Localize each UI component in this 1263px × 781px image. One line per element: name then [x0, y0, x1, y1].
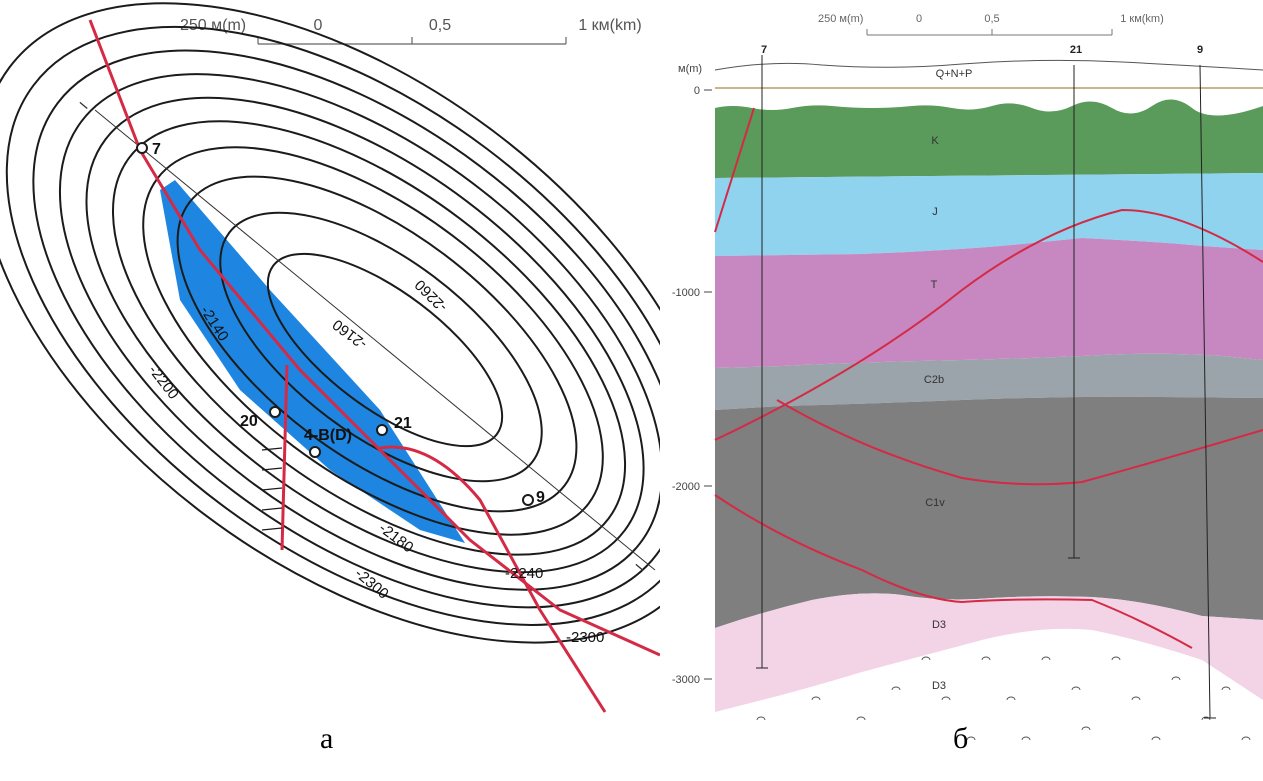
layer-T: [715, 238, 1263, 368]
depth-tick: -2000: [672, 481, 700, 493]
well-9-trace: [1199, 64, 1211, 719]
basement-pattern: [756, 656, 1251, 741]
depth-tick: 0: [694, 85, 700, 97]
main-fault: [88, 19, 660, 657]
secondary-fault: [379, 445, 607, 713]
section-well-21: 21: [1070, 44, 1082, 56]
strata: [714, 59, 1263, 712]
map-scale-prefix: 250 м(m): [180, 17, 246, 34]
contour-line: [111, 120, 627, 556]
map-caption: а: [320, 722, 334, 755]
map-scale-bar: 250 м(m) 0 0,5 1 км(km): [180, 17, 642, 45]
contour-label: -2260: [412, 276, 451, 315]
section-scale-bar: 250 м(m) 0 0,5 1 км(km): [818, 13, 1164, 36]
contour-line: [0, 2, 660, 644]
layer-K: [715, 99, 1263, 178]
layer-labels: Q+N+P K J T C2b C1v D3 D3: [924, 68, 972, 692]
map-scale-tick-05: 0,5: [429, 17, 451, 34]
section-scale-tick-05: 0,5: [984, 13, 999, 25]
contour-line: [58, 73, 660, 591]
profile-end-label: I: [76, 99, 91, 112]
well-9-marker: [522, 494, 534, 506]
fault-anticline: [714, 208, 1263, 441]
well-4b-marker: [309, 446, 321, 458]
fault-trough: [776, 399, 1263, 486]
profile-line: [94, 109, 656, 571]
structure-contours: [0, 2, 660, 644]
layer-label: T: [931, 279, 938, 291]
layer-D3-upper: [715, 593, 1263, 712]
map-wells: [136, 142, 534, 506]
cross-section-panel: 250 м(m) 0 0,5 1 км(km): [662, 0, 1263, 776]
well-21-label: 21: [394, 415, 412, 432]
section-caption: б: [953, 722, 969, 755]
structure-map-panel: 250 м(m) 0 0,5 1 км(km): [0, 2, 660, 755]
layer-C2b: [715, 353, 1263, 410]
layer-label: D3: [932, 680, 946, 692]
well-4b-label: 4-B(D): [304, 427, 352, 444]
depth-unit: м(m): [678, 63, 702, 75]
well-20-label: 20: [240, 413, 258, 430]
map-scale-tick-1: 1 км(km): [578, 17, 641, 34]
contour-label: -2160: [330, 316, 371, 353]
contour-line: [176, 175, 578, 513]
contour-line: [5, 25, 660, 626]
top-ground-line: [714, 59, 1263, 71]
contour-label: -2300: [566, 629, 604, 646]
layer-J: [715, 173, 1263, 256]
fault-hatching: [261, 447, 283, 531]
layer-label: K: [931, 135, 939, 147]
section-scale-prefix: 250 м(m): [818, 13, 863, 25]
depth-tick: -3000: [672, 674, 700, 686]
contour-line: [219, 211, 543, 483]
section-faults: [714, 107, 1263, 649]
well-7-label: 7: [152, 141, 161, 158]
cross-section: 250 м(m) 0 0,5 1 км(km): [672, 13, 1263, 741]
contour-line: [266, 252, 504, 448]
section-wells: [756, 55, 1216, 719]
contour-label: -2200: [145, 362, 182, 403]
section-well-9: 9: [1197, 44, 1203, 56]
layer-label: C1v: [925, 497, 945, 509]
layer-C1v: [715, 396, 1263, 628]
fault-left: [714, 107, 755, 233]
layer-label: J: [932, 206, 938, 218]
depth-axis: м(m) 0 -1000 -2000 -3000: [672, 63, 712, 686]
layer-label: D3: [932, 619, 946, 631]
well-21-marker: [376, 424, 388, 436]
well-9-label: 9: [536, 489, 545, 506]
fault-lines: [88, 19, 660, 713]
fault-deep: [714, 494, 1193, 649]
cross-fault: [280, 364, 289, 551]
contour-line: [32, 49, 660, 609]
section-scale-tick-0: 0: [916, 13, 922, 25]
layer-label: C2b: [924, 374, 944, 386]
well-20-marker: [269, 406, 281, 418]
map-scale-tick-0: 0: [314, 17, 323, 34]
well-7-marker: [136, 142, 148, 154]
contour-label: -2240: [505, 565, 543, 582]
layer-label: Q+N+P: [936, 68, 973, 80]
section-scale-tick-1: 1 км(km): [1120, 13, 1164, 25]
oil-deposit-area: [160, 180, 465, 543]
depth-tick: -1000: [672, 287, 700, 299]
structure-map: 250 м(m) 0 0,5 1 км(km): [0, 2, 660, 713]
section-well-7: 7: [761, 44, 767, 56]
